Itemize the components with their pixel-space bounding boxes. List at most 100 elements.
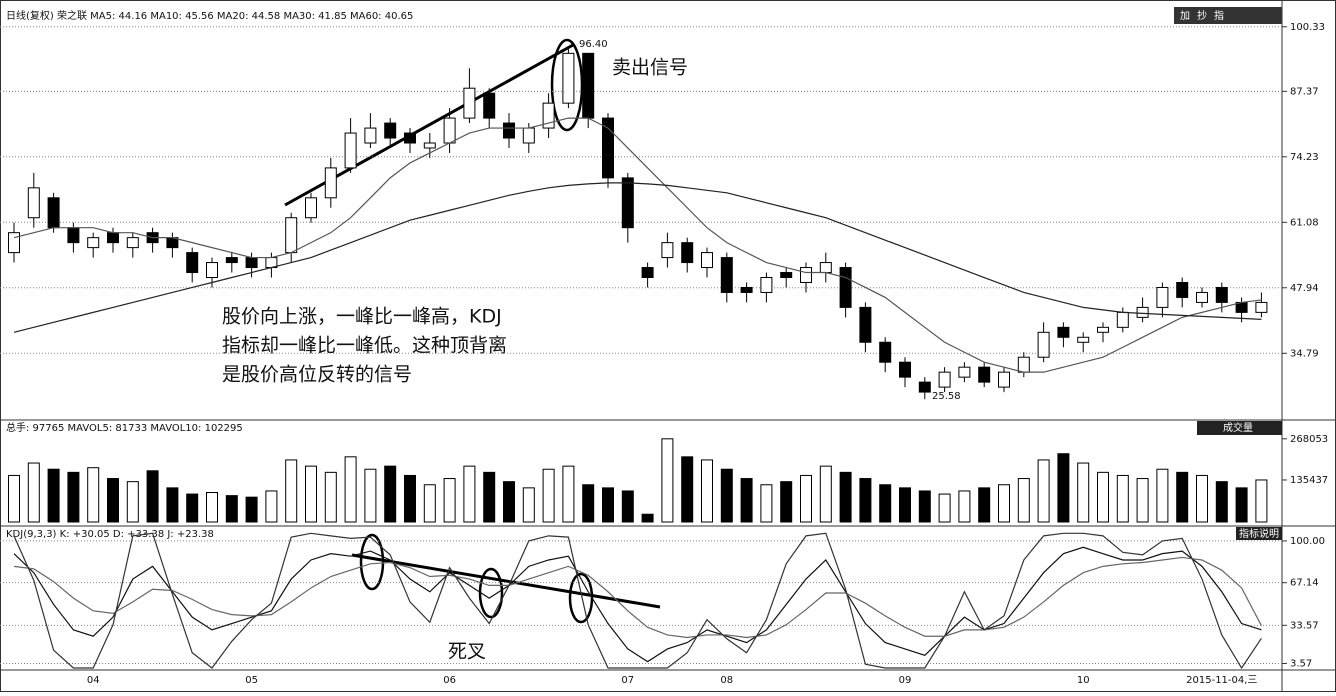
volume-bar (602, 487, 614, 523)
volume-bar (918, 490, 931, 523)
x-tick-label: 08 (720, 675, 733, 686)
candle-body (245, 257, 258, 269)
candle-body (542, 102, 555, 129)
volume-bar (463, 465, 476, 523)
volume-bar (859, 478, 872, 523)
candle-body (324, 167, 337, 199)
candle-body (423, 142, 436, 149)
volume-bar (1097, 471, 1109, 523)
candle-body (522, 127, 535, 144)
candle-body (186, 252, 199, 274)
volume-bar (1116, 474, 1129, 523)
volume-bar (1156, 468, 1169, 523)
volume-bar (344, 456, 357, 523)
series-line (13, 546, 1262, 663)
volume-bar (958, 490, 971, 523)
y-tick-label: 74.23 (1290, 152, 1319, 163)
candle-body (978, 366, 991, 383)
candle-body (1215, 286, 1228, 303)
candle-body (285, 217, 298, 254)
candle-body (879, 341, 892, 363)
series-line (13, 532, 1262, 670)
candle-body (562, 52, 575, 104)
toolbar-button[interactable]: 指 (1214, 9, 1224, 22)
volume-bar (899, 487, 911, 523)
candle-body (621, 177, 634, 229)
series-line (13, 182, 1262, 333)
volume-bar (443, 478, 456, 523)
series-line (13, 556, 1262, 639)
volume-bar (503, 481, 515, 523)
kdj-tag-label[interactable]: 指标说明 (1239, 527, 1279, 540)
candle-body (641, 267, 654, 279)
candle-body (918, 381, 931, 393)
kdj-tag[interactable] (1236, 527, 1282, 540)
volume-bar (1057, 453, 1070, 523)
volume-bar (1077, 462, 1090, 523)
candle-body (87, 237, 100, 249)
series-line (13, 117, 1262, 373)
candle-body (1037, 331, 1050, 358)
candle-body (760, 277, 773, 293)
volume-bar (107, 478, 119, 523)
candle-body (839, 267, 852, 308)
price-header: 日线(复权) 荣之联 MA5: 44.16 MA10: 45.56 MA20: … (6, 9, 413, 22)
volume-tag-label[interactable]: 成交量 (1223, 421, 1253, 434)
volume-bar (1196, 474, 1208, 523)
volume-bar (206, 492, 218, 523)
annotation: 死叉 (448, 641, 486, 663)
volume-bar (1017, 478, 1030, 523)
y-tick-label: 268053 (1290, 434, 1328, 445)
candle-body (1196, 291, 1208, 303)
candle-body (364, 127, 377, 144)
volume-bar (166, 487, 179, 523)
highlight-ellipse (550, 38, 584, 132)
candle-body (1057, 326, 1070, 338)
volume-bar (404, 474, 416, 523)
annotation: 指标却一峰比一峰低。这种顶背离 (222, 335, 507, 357)
y-tick-label: 87.37 (1290, 86, 1319, 97)
high-label: 96.40 (579, 39, 608, 50)
toolbar-button[interactable]: 抄 (1197, 9, 1207, 22)
volume-bar (225, 495, 238, 523)
volume-bar (621, 490, 634, 523)
volume-bar (661, 438, 674, 523)
candle-body (1116, 311, 1129, 328)
volume-bar (681, 456, 694, 523)
annotation: 是股价高位反转的信号 (222, 364, 412, 386)
x-tick-label: 10 (1077, 675, 1090, 686)
volume-bar (67, 471, 80, 523)
candle-body (958, 366, 971, 378)
candle-body (8, 232, 20, 254)
volume-bar (87, 467, 100, 523)
volume-bar (641, 513, 654, 523)
volume-bar (978, 487, 991, 523)
annotation: 卖出信号 (612, 57, 688, 79)
candle-body (1077, 336, 1090, 343)
volume-tag[interactable] (1197, 421, 1282, 435)
x-tick-label: 09 (899, 675, 912, 686)
candle-body (1136, 306, 1149, 318)
y-tick-label: 3.57 (1290, 658, 1312, 669)
toolbar-button[interactable]: 加 (1180, 10, 1190, 22)
trend-line (351, 553, 661, 609)
candle-body (225, 257, 238, 264)
y-tick-label: 33.57 (1290, 620, 1319, 631)
volume-bar (245, 496, 258, 523)
candle-body (681, 242, 694, 264)
candle-body (800, 267, 812, 283)
candle-body (938, 371, 951, 388)
volume-bar (760, 484, 773, 523)
volume-bar (423, 484, 436, 523)
volume-bar (582, 484, 595, 523)
candle-body (780, 272, 793, 279)
candle-body (1176, 281, 1189, 298)
candle-body (483, 92, 496, 119)
volume-bar (27, 462, 40, 523)
candle-body (1017, 356, 1030, 373)
candle-body (206, 262, 218, 279)
annotation: 股价向上涨，一峰比一峰高，KDJ (222, 306, 502, 328)
volume-bar (780, 481, 793, 523)
